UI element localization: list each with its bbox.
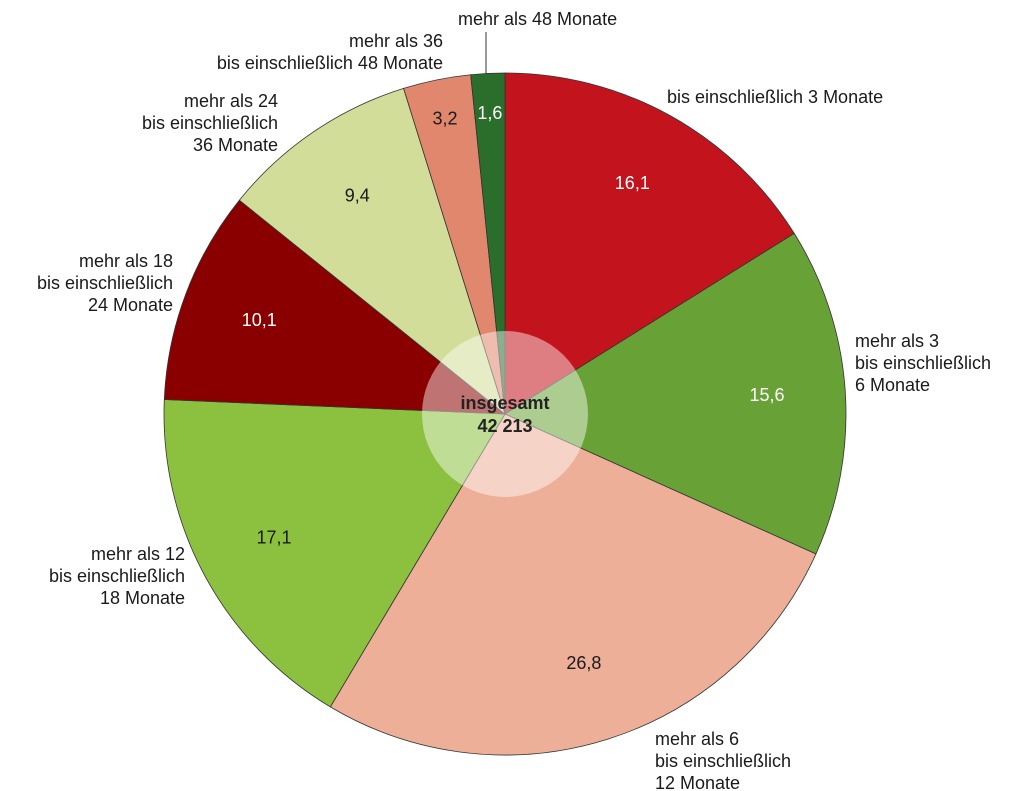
pie-slice (163, 199, 507, 415)
pie-slice (238, 87, 506, 416)
value-label: 3,2 (432, 109, 457, 129)
category-label: mehr als 36 bis einschließlich 48 Monate (216, 31, 443, 73)
category-label: mehr als 24 bis einschließlich 36 Monate (141, 91, 278, 155)
pie-slice (163, 399, 506, 708)
center-value: 42 213 (477, 416, 532, 436)
pie-slice (504, 72, 795, 415)
value-label: 9,4 (345, 186, 370, 206)
center-label: insgesamt (460, 393, 549, 413)
value-label: 26,8 (566, 653, 601, 673)
value-label: 1,6 (477, 103, 502, 123)
value-label: 17,1 (256, 528, 291, 548)
pie-slice (470, 72, 506, 415)
value-label: 16,1 (615, 173, 650, 193)
category-label: mehr als 3 bis einschließlich 6 Monate (855, 331, 992, 395)
pie-slice (329, 413, 817, 756)
category-label: mehr als 48 Monate (458, 9, 618, 29)
category-label: bis einschließlich 3 Monate (667, 87, 884, 107)
pie-slice (504, 232, 847, 555)
category-label: mehr als 18 bis einschließlich 24 Monate (36, 251, 173, 315)
value-label: 15,6 (749, 385, 784, 405)
value-label: 10,1 (242, 310, 277, 330)
category-label: mehr als 12 bis einschließlich 18 Monate (48, 544, 185, 608)
category-label: mehr als 6 bis einschließlich 12 Monate (655, 729, 792, 791)
center-circle (422, 331, 588, 497)
